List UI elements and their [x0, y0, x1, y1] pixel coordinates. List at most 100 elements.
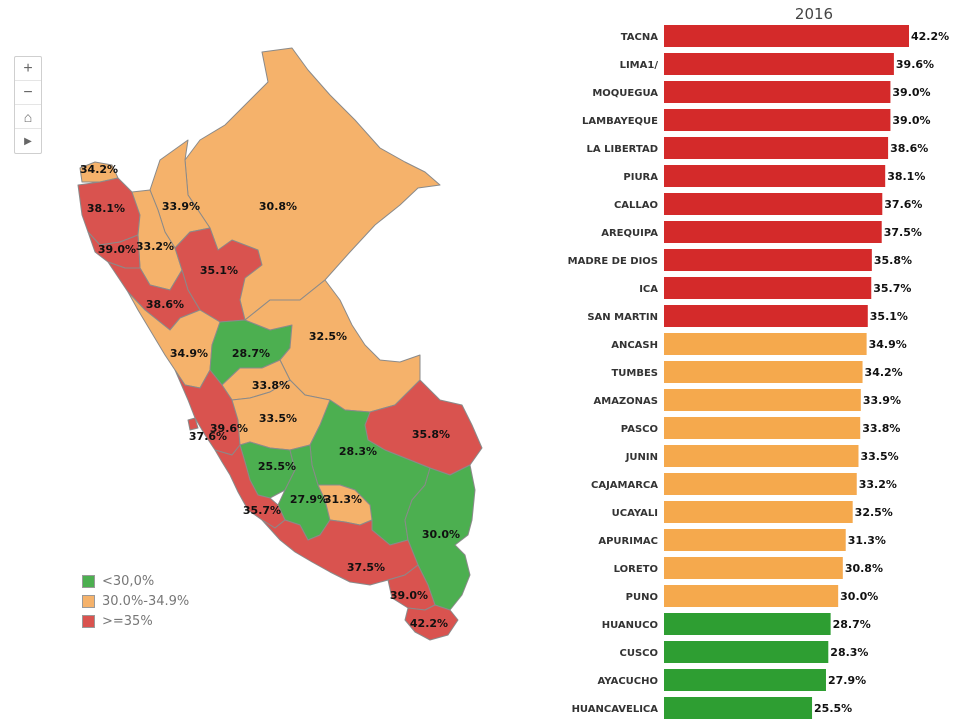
bar[interactable]: [664, 501, 853, 523]
category-label: LORETO: [614, 564, 658, 575]
bar[interactable]: [664, 53, 894, 75]
map-value-label: 33.2%: [136, 240, 174, 253]
bar[interactable]: [664, 361, 863, 383]
category-label: AMAZONAS: [594, 396, 659, 407]
map-value-label: 39.0%: [390, 589, 428, 602]
map-value-label: 39.6%: [210, 422, 248, 435]
value-label: 37.5%: [884, 226, 922, 239]
bar[interactable]: [664, 25, 909, 47]
legend-swatch-green: [82, 574, 95, 588]
map-value-label: 37.6%: [189, 430, 227, 443]
map-value-label: 30.8%: [259, 200, 297, 213]
map-value-label: 30.0%: [422, 528, 460, 541]
play-icon[interactable]: ▶: [24, 135, 32, 147]
bar[interactable]: [664, 277, 872, 299]
legend-swatch-red: [82, 614, 95, 628]
map-value-label: 34.2%: [80, 163, 118, 176]
map-zoom-control: + − ⌂ ▶: [14, 56, 42, 154]
bar[interactable]: [664, 445, 859, 467]
bar[interactable]: [664, 557, 843, 579]
region-tacna[interactable]: [404, 604, 459, 641]
map-value-label: 35.1%: [200, 264, 238, 277]
bar[interactable]: [664, 333, 867, 355]
map-value-label: 27.9%: [290, 493, 328, 506]
category-label: LIMA1/: [620, 60, 659, 71]
bar[interactable]: [664, 585, 839, 607]
bar-chart: 2016 TACNA 42.2% LIMA1/39.6% MOQUEGUA 39.0% L…: [568, 5, 949, 719]
bar[interactable]: [664, 305, 868, 327]
category-label: TUMBES: [611, 368, 658, 379]
value-label: 35.7%: [873, 282, 911, 295]
legend-swatch-orange: [82, 594, 95, 608]
bar[interactable]: [664, 193, 883, 215]
category-label: MOQUEGUA: [592, 88, 658, 99]
legend-label: >=35%: [102, 613, 153, 629]
legend-item-high[interactable]: >=35%: [82, 611, 189, 631]
region-ica[interactable]: [214, 444, 286, 529]
bar[interactable]: [664, 165, 886, 187]
value-label: 34.9%: [869, 338, 907, 351]
map-labels: 34.2%38.1% 33.9% 30.8%39.0% 33.2%35.1%38.6%…: [80, 163, 460, 630]
value-label: 38.6%: [890, 142, 928, 155]
category-label: MADRE DE DIOS: [568, 256, 658, 267]
bar[interactable]: [664, 137, 889, 159]
bar[interactable]: [664, 697, 813, 719]
value-label: 33.8%: [862, 422, 900, 435]
category-label: TACNA: [621, 32, 658, 43]
category-label: AYACUCHO: [598, 676, 658, 687]
bar[interactable]: [664, 417, 861, 439]
map-value-label: 42.2%: [410, 617, 448, 630]
map-value-label: 31.3%: [324, 493, 362, 506]
value-label: 25.5%: [814, 702, 852, 715]
bar[interactable]: [664, 249, 872, 271]
bar[interactable]: [664, 669, 826, 691]
bar[interactable]: [664, 389, 861, 411]
home-icon[interactable]: ⌂: [15, 105, 41, 129]
bar[interactable]: [664, 81, 891, 103]
map-value-label: 33.5%: [259, 412, 297, 425]
value-label: 28.7%: [833, 618, 871, 631]
value-label: 33.2%: [859, 478, 897, 491]
value-label: 39.0%: [892, 86, 930, 99]
value-label: 33.5%: [860, 450, 898, 463]
category-label: APURIMAC: [598, 536, 658, 547]
category-label: JUNIN: [625, 452, 658, 463]
category-label: CAJAMARCA: [591, 480, 658, 491]
bar[interactable]: [664, 473, 857, 495]
map-legend: <30,0% 30.0%-34.9% >=35%: [82, 571, 189, 631]
chart-title: 2016: [795, 5, 833, 23]
bar[interactable]: [664, 221, 882, 243]
category-label: LA LIBERTAD: [587, 144, 658, 155]
zoom-out-button[interactable]: −: [15, 81, 41, 105]
value-label: 31.3%: [848, 534, 886, 547]
value-label: 30.8%: [845, 562, 883, 575]
map-value-label: 34.9%: [170, 347, 208, 360]
legend-item-low[interactable]: <30,0%: [82, 571, 189, 591]
bar[interactable]: [664, 109, 891, 131]
value-label: 32.5%: [855, 506, 893, 519]
bar[interactable]: [664, 613, 831, 635]
map-value-label: 37.5%: [347, 561, 385, 574]
value-label: 39.0%: [892, 114, 930, 127]
category-label: ICA: [639, 284, 658, 295]
legend-item-mid[interactable]: 30.0%-34.9%: [82, 591, 189, 611]
bar[interactable]: [664, 641, 829, 663]
category-label: CALLAO: [614, 200, 658, 211]
value-label: 39.6%: [896, 58, 934, 71]
zoom-in-button[interactable]: +: [15, 57, 41, 81]
bar[interactable]: [664, 529, 846, 551]
map-value-label: 35.8%: [412, 428, 450, 441]
value-label: 35.8%: [874, 254, 912, 267]
region-callao[interactable]: [187, 417, 199, 431]
category-label: PUNO: [626, 592, 658, 603]
region-arequipa[interactable]: [261, 519, 419, 586]
map-value-label: 39.0%: [98, 243, 136, 256]
value-label: 34.2%: [865, 366, 903, 379]
map-value-label: 33.9%: [162, 200, 200, 213]
map-value-label: 28.3%: [339, 445, 377, 458]
value-label: 30.0%: [840, 590, 878, 603]
value-label: 33.9%: [863, 394, 901, 407]
category-label: SAN MARTIN: [587, 312, 658, 323]
category-label: ANCASH: [611, 340, 658, 351]
category-label: HUANCAVELICA: [572, 704, 659, 715]
